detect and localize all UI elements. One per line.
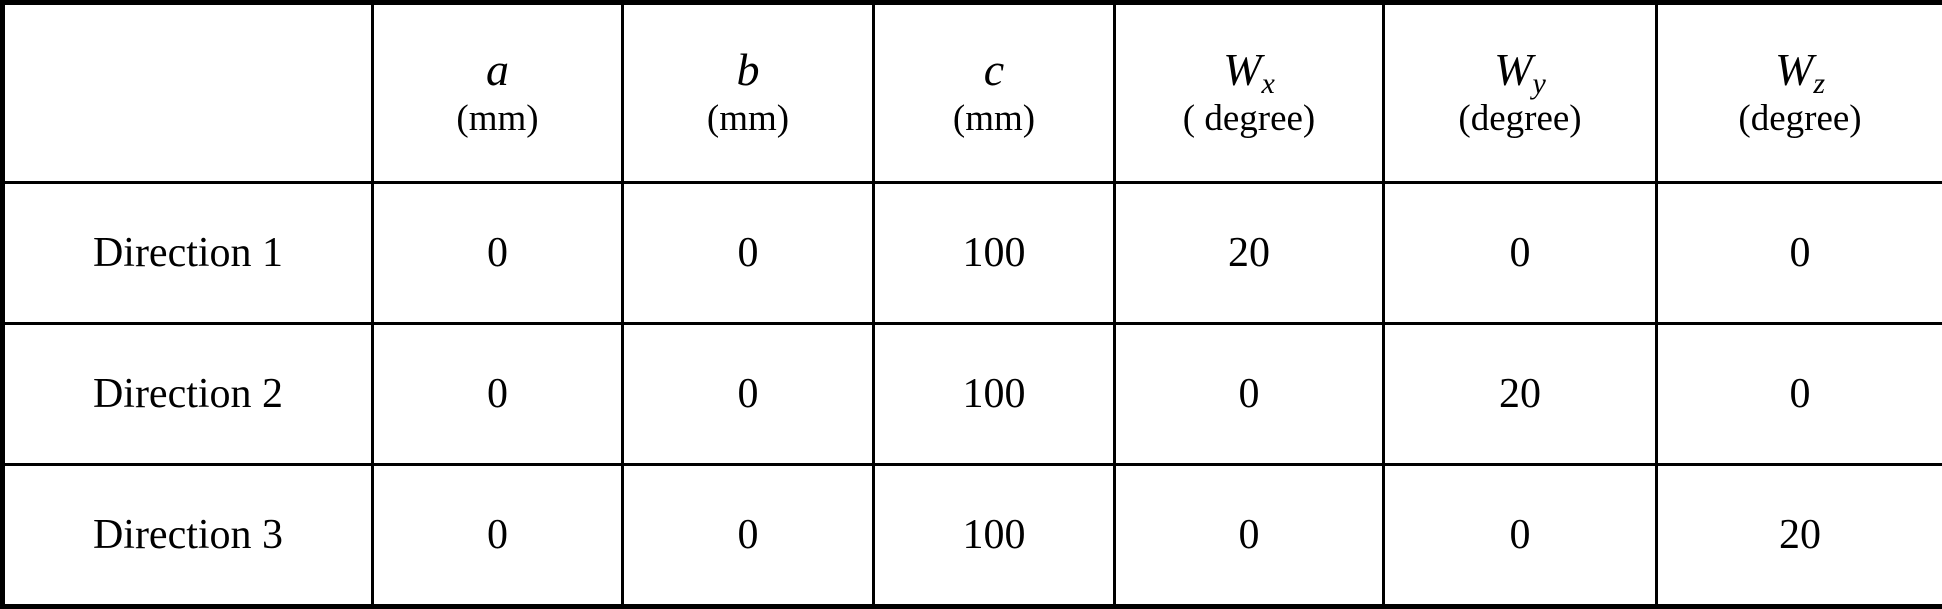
cell-wx: 0 <box>1115 324 1384 465</box>
cell-c: 100 <box>874 324 1115 465</box>
table-row-direction-3: Direction 3 0 0 100 0 0 20 <box>3 465 1942 607</box>
cell-a: 0 <box>373 183 623 324</box>
cell-wz: 0 <box>1657 183 1942 324</box>
parameters-table-figure: a (mm) b (mm) c (mm) Wx ( degree) Wy ( <box>0 0 1942 595</box>
cell-a: 0 <box>373 465 623 607</box>
cell-wy: 0 <box>1384 183 1657 324</box>
cell-wy: 20 <box>1384 324 1657 465</box>
header-cell-wx: Wx ( degree) <box>1115 3 1384 183</box>
variable-symbol: Wy <box>1385 46 1655 94</box>
header-cell-c: c (mm) <box>874 3 1115 183</box>
cell-wz: 20 <box>1657 465 1942 607</box>
variable-unit: (degree) <box>1658 98 1942 141</box>
header-cell-wy: Wy (degree) <box>1384 3 1657 183</box>
variable-unit: (mm) <box>624 98 872 141</box>
cell-c: 100 <box>874 465 1115 607</box>
header-cell-empty <box>3 3 373 183</box>
variable-symbol: Wx <box>1116 46 1382 94</box>
variable-unit: (mm) <box>374 98 621 141</box>
cell-c: 100 <box>874 183 1115 324</box>
cell-wz: 0 <box>1657 324 1942 465</box>
variable-symbol: a <box>374 46 621 94</box>
variable-symbol: Wz <box>1658 46 1942 94</box>
variable-unit: (degree) <box>1385 98 1655 141</box>
table-row-direction-2: Direction 2 0 0 100 0 20 0 <box>3 324 1942 465</box>
row-label: Direction 3 <box>3 465 373 607</box>
cell-b: 0 <box>623 183 874 324</box>
row-label: Direction 1 <box>3 183 373 324</box>
header-row: a (mm) b (mm) c (mm) Wx ( degree) Wy ( <box>3 3 1942 183</box>
cell-a: 0 <box>373 324 623 465</box>
cell-wx: 20 <box>1115 183 1384 324</box>
cell-wy: 0 <box>1384 465 1657 607</box>
cell-b: 0 <box>623 465 874 607</box>
variable-unit: ( degree) <box>1116 98 1382 141</box>
header-cell-a: a (mm) <box>373 3 623 183</box>
header-cell-wz: Wz (degree) <box>1657 3 1942 183</box>
row-label: Direction 2 <box>3 324 373 465</box>
header-cell-b: b (mm) <box>623 3 874 183</box>
variable-unit: (mm) <box>875 98 1113 141</box>
table-row-direction-1: Direction 1 0 0 100 20 0 0 <box>3 183 1942 324</box>
variable-symbol: c <box>875 46 1113 94</box>
variable-symbol: b <box>624 46 872 94</box>
cell-b: 0 <box>623 324 874 465</box>
cell-wx: 0 <box>1115 465 1384 607</box>
